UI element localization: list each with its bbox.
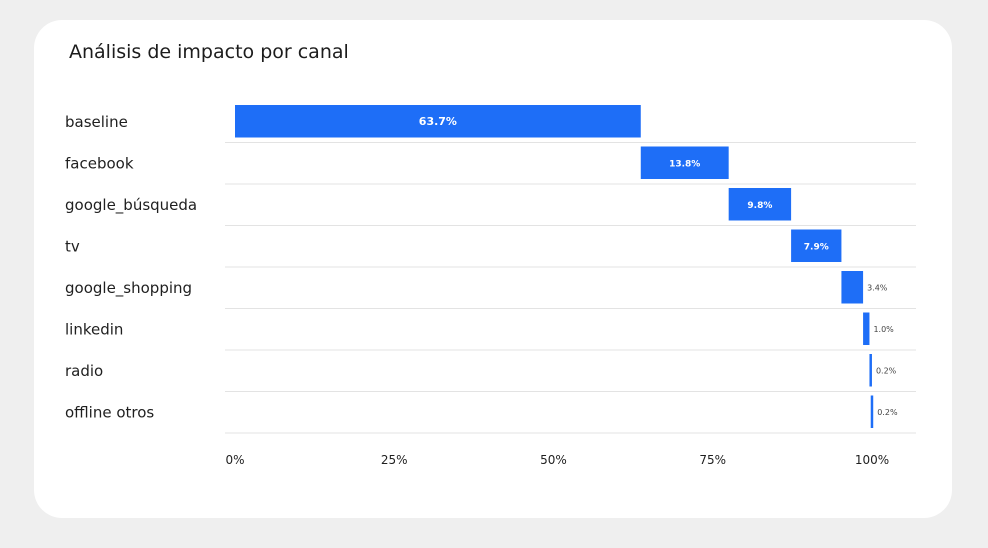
bar-google-b-squeda <box>728 188 792 221</box>
bar-baseline <box>235 105 641 138</box>
data-label: 7.9% <box>804 242 829 252</box>
category-label-radio: radio <box>65 362 103 380</box>
category-label-offline-otros: offline otros <box>65 403 154 421</box>
chart-title: Análisis de impacto por canal <box>69 41 349 63</box>
data-label: 0.2% <box>877 408 898 417</box>
data-label: 63.7% <box>419 115 457 128</box>
bar-radio <box>869 354 872 387</box>
category-label-google-shopping: google_shopping <box>65 279 192 298</box>
category-label-linkedin: linkedin <box>65 320 123 338</box>
category-label-baseline: baseline <box>65 113 128 131</box>
category-label-google-b-squeda: google_búsqueda <box>65 196 197 215</box>
x-tick-label: 75% <box>699 453 726 467</box>
waterfall-chart: baseline 63.7% facebook 13.8% google_búsqued… <box>65 105 916 467</box>
bar-tv <box>791 229 842 262</box>
bar-google-shopping <box>841 271 864 304</box>
x-tick-label: 0% <box>225 453 244 467</box>
category-label-facebook: facebook <box>65 154 134 172</box>
bar-offline-otros <box>870 395 874 428</box>
bar-linkedin <box>863 312 870 345</box>
x-tick-label: 50% <box>540 453 567 467</box>
chart-card: Análisis de impacto por canal baseline 63… <box>34 20 952 518</box>
data-label: 1.0% <box>873 325 894 334</box>
data-label: 13.8% <box>669 159 700 169</box>
data-label: 0.2% <box>876 366 897 375</box>
data-label: 3.4% <box>867 283 888 292</box>
category-label-tv: tv <box>65 237 80 255</box>
bar-facebook <box>640 146 729 179</box>
data-label: 9.8% <box>747 201 772 211</box>
x-tick-label: 25% <box>381 453 408 467</box>
x-tick-label: 100% <box>855 453 889 467</box>
